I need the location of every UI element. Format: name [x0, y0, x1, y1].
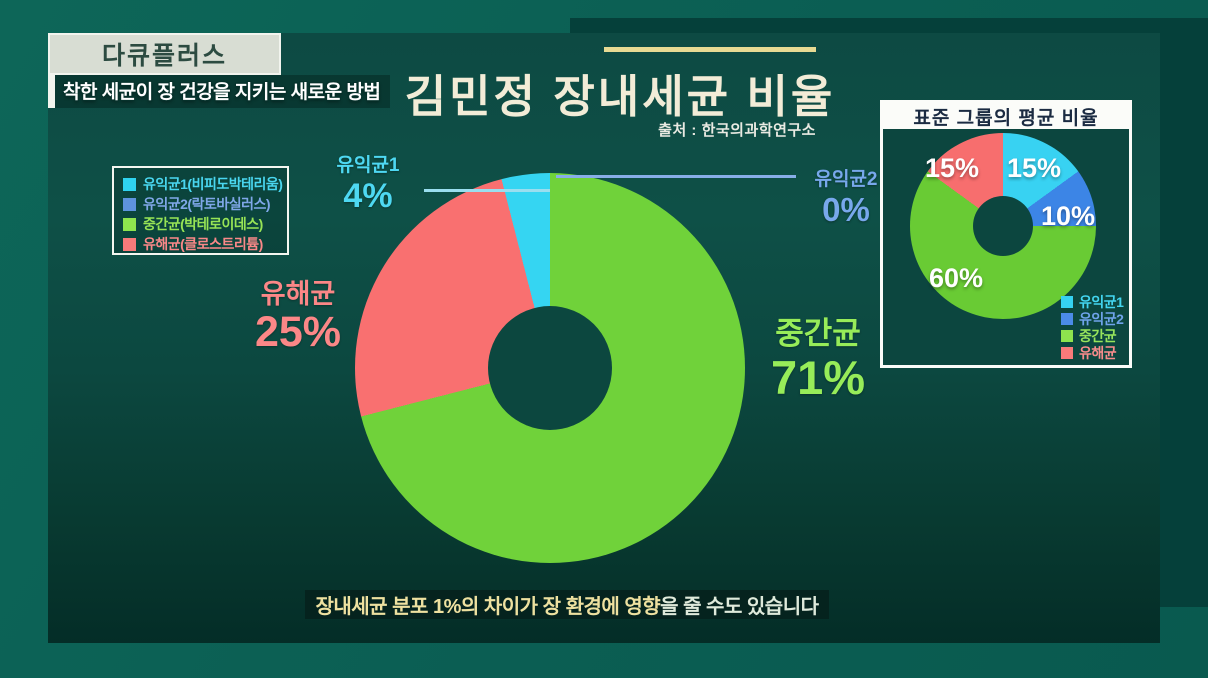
leader-line-beneficial1: [424, 189, 550, 192]
standard-pct-beneficial2: 10%: [1041, 201, 1096, 231]
program-badge-label: 다큐플러스: [101, 42, 227, 70]
standard-pct-beneficial1: 15%: [1007, 153, 1062, 183]
page-title: 김민정 장내세균 비율: [404, 71, 836, 122]
standard-legend: 유익균1 유익균2 중간균 유해균: [1061, 293, 1124, 361]
legend-item: 중간균(박테로이데스): [123, 214, 287, 234]
callout-label: 유해균: [260, 279, 336, 309]
callout-label: 유익균1: [336, 155, 400, 176]
legend-item: 유익균2: [1061, 310, 1124, 327]
caption-rest: 을 줄 수도 있습니다: [660, 596, 819, 618]
subtitle-accent-bar: [48, 75, 55, 108]
legend-label: 유익균1(비피도박테리움): [143, 176, 283, 192]
legend-label: 중간균(박테로이데스): [143, 216, 263, 232]
legend-swatch-blue: [123, 197, 136, 211]
legend-item: 유익균1: [1061, 293, 1124, 310]
program-subtitle-row: 착한 세균이 장 건강을 지키는 새로운 방법: [48, 75, 391, 108]
legend-swatch-cyan: [1061, 295, 1073, 308]
bottom-caption: 장내세균 분포 1%의 차이가 장 환경에 영향 을 줄 수도 있습니다: [305, 590, 829, 619]
legend-swatch-cyan: [123, 177, 136, 191]
legend-item: 유해균: [1061, 344, 1123, 361]
legend-label: 유익균2: [1079, 310, 1124, 327]
program-subtitle: 착한 세균이 장 건강을 지키는 새로운 방법: [55, 75, 391, 108]
legend-label: 유해균(클로스트리튬): [143, 236, 263, 252]
legend-swatch-red: [123, 237, 136, 251]
callout-label: 유익균2: [814, 169, 878, 190]
callout-value: 71%: [770, 350, 866, 404]
legend-item: 유익균1(비피도박테리움): [123, 174, 287, 194]
legend-item: 유익균2(락토바실러스): [123, 194, 287, 214]
legend-item: 유해균(클로스트리튬): [123, 234, 287, 254]
caption-highlight: 장내세균 분포 1%의 차이가 장 환경에 영향: [315, 596, 661, 618]
standard-donut-chart: [910, 133, 1096, 319]
standard-donut-hole: [973, 196, 1033, 256]
legend-swatch-blue: [1061, 312, 1073, 325]
legend-swatch-green: [123, 217, 136, 231]
legend-swatch-green: [1061, 329, 1073, 342]
callout-value: 0%: [822, 190, 870, 228]
program-badge: 다큐플러스: [48, 33, 281, 75]
main-donut-hole: [488, 306, 612, 430]
legend-label: 유익균1: [1079, 293, 1124, 310]
callout-intermediate: 중간균 71%: [748, 316, 888, 404]
callout-beneficial2: 유익균2 0%: [798, 170, 894, 228]
leader-line-beneficial2: [556, 175, 796, 178]
title-accent-line: [604, 47, 816, 52]
callout-harmful: 유해균 25%: [240, 280, 356, 355]
callout-label: 중간균: [775, 316, 861, 351]
standard-pct-intermediate: 60%: [929, 263, 984, 293]
callout-value: 25%: [254, 308, 342, 357]
legend-label: 유익균2(락토바실러스): [143, 196, 271, 212]
standard-panel-title: 표준 그룹의 평균 비율: [883, 103, 1129, 129]
main-chart-legend: 유익균1(비피도박테리움) 유익균2(락토바실러스) 중간균(박테로이데스) 유…: [112, 166, 289, 255]
legend-item: 중간균: [1061, 327, 1123, 344]
standard-pct-harmful: 15%: [925, 153, 980, 183]
legend-label: 중간균: [1079, 327, 1117, 344]
source-credit: 출처 : 한국의과학연구소: [658, 122, 816, 139]
legend-label: 유해균: [1079, 344, 1117, 361]
callout-beneficial1: 유익균1 4%: [318, 156, 418, 215]
standard-group-panel: 표준 그룹의 평균 비율 15% 15% 10% 60% 유익균1 유익균2 중…: [880, 100, 1132, 368]
legend-swatch-red: [1061, 346, 1073, 359]
callout-value: 4%: [343, 176, 393, 215]
